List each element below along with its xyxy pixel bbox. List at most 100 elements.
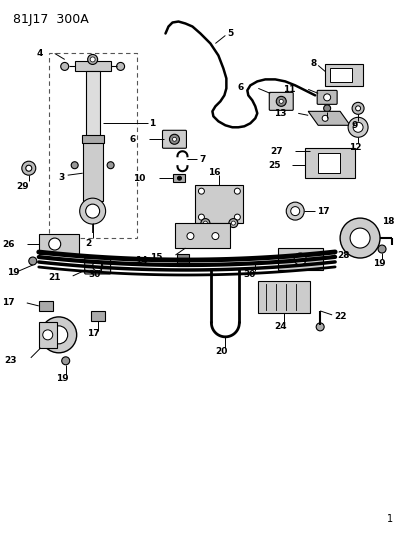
Circle shape xyxy=(294,253,306,265)
Text: 15: 15 xyxy=(150,253,162,262)
FancyBboxPatch shape xyxy=(269,92,293,110)
Circle shape xyxy=(29,257,37,265)
Text: 5: 5 xyxy=(227,29,234,38)
Text: 17: 17 xyxy=(87,329,100,338)
Circle shape xyxy=(324,94,331,101)
FancyBboxPatch shape xyxy=(91,311,105,321)
Circle shape xyxy=(49,238,61,250)
Circle shape xyxy=(71,161,78,169)
Circle shape xyxy=(279,99,283,103)
Circle shape xyxy=(348,117,368,138)
FancyBboxPatch shape xyxy=(258,281,310,313)
FancyBboxPatch shape xyxy=(82,135,104,143)
Circle shape xyxy=(234,188,240,194)
Circle shape xyxy=(62,357,70,365)
Text: 6: 6 xyxy=(237,83,243,92)
Text: 6: 6 xyxy=(129,135,136,144)
Text: 30: 30 xyxy=(243,270,256,279)
FancyBboxPatch shape xyxy=(162,130,186,148)
Text: 3: 3 xyxy=(58,173,65,182)
Circle shape xyxy=(350,228,370,248)
Circle shape xyxy=(170,134,180,144)
Circle shape xyxy=(187,232,194,239)
Circle shape xyxy=(198,188,204,194)
FancyBboxPatch shape xyxy=(278,248,323,270)
Circle shape xyxy=(340,218,380,258)
Text: 26: 26 xyxy=(2,239,15,248)
Circle shape xyxy=(61,62,69,70)
Text: 13: 13 xyxy=(274,109,286,118)
Text: 4: 4 xyxy=(36,49,43,58)
Text: 23: 23 xyxy=(4,356,17,365)
Text: 7: 7 xyxy=(200,155,206,164)
Circle shape xyxy=(231,221,235,225)
Circle shape xyxy=(316,323,324,331)
Circle shape xyxy=(172,138,176,141)
Text: 10: 10 xyxy=(133,174,146,183)
Circle shape xyxy=(86,204,100,218)
Circle shape xyxy=(88,54,98,64)
Text: 8: 8 xyxy=(311,59,317,68)
Text: 27: 27 xyxy=(271,147,283,156)
FancyBboxPatch shape xyxy=(176,223,230,248)
FancyBboxPatch shape xyxy=(39,322,57,348)
Text: 30: 30 xyxy=(88,270,101,279)
Circle shape xyxy=(41,317,77,353)
Text: 22: 22 xyxy=(334,312,347,321)
Circle shape xyxy=(229,219,238,228)
Circle shape xyxy=(26,165,32,171)
Circle shape xyxy=(356,106,360,111)
Circle shape xyxy=(324,105,331,112)
Text: 9: 9 xyxy=(352,121,358,130)
Circle shape xyxy=(322,115,328,122)
Text: 16: 16 xyxy=(208,168,221,177)
FancyBboxPatch shape xyxy=(174,174,186,182)
Circle shape xyxy=(80,198,106,224)
Circle shape xyxy=(204,221,208,225)
Text: 81J17  300A: 81J17 300A xyxy=(13,13,88,26)
Text: 21: 21 xyxy=(48,273,61,282)
FancyBboxPatch shape xyxy=(75,61,111,71)
FancyBboxPatch shape xyxy=(196,185,243,223)
Circle shape xyxy=(198,214,204,220)
Text: 24: 24 xyxy=(274,322,286,332)
Text: 1: 1 xyxy=(387,514,393,524)
Text: 2: 2 xyxy=(86,239,92,247)
FancyBboxPatch shape xyxy=(86,71,100,143)
Circle shape xyxy=(352,102,364,114)
FancyBboxPatch shape xyxy=(39,301,53,311)
FancyBboxPatch shape xyxy=(318,154,340,173)
Text: 17: 17 xyxy=(317,207,330,216)
Circle shape xyxy=(353,122,363,132)
FancyBboxPatch shape xyxy=(330,68,352,83)
Circle shape xyxy=(286,202,304,220)
Text: 12: 12 xyxy=(349,143,361,152)
Text: 28: 28 xyxy=(337,251,350,260)
Circle shape xyxy=(212,232,219,239)
Circle shape xyxy=(107,161,114,169)
FancyBboxPatch shape xyxy=(83,139,103,201)
Text: 19: 19 xyxy=(373,259,385,268)
Circle shape xyxy=(43,330,53,340)
Text: 19: 19 xyxy=(7,269,20,278)
Circle shape xyxy=(93,261,103,271)
Text: 20: 20 xyxy=(215,348,228,357)
Text: 1: 1 xyxy=(150,119,156,128)
Circle shape xyxy=(378,245,386,253)
FancyBboxPatch shape xyxy=(310,148,320,154)
Circle shape xyxy=(116,62,124,70)
FancyBboxPatch shape xyxy=(39,234,79,254)
Circle shape xyxy=(276,96,286,107)
Text: 17: 17 xyxy=(2,298,15,308)
Circle shape xyxy=(178,176,182,180)
Circle shape xyxy=(90,57,95,62)
FancyBboxPatch shape xyxy=(85,258,111,274)
Text: 14: 14 xyxy=(135,255,148,264)
Polygon shape xyxy=(308,111,350,125)
Text: 29: 29 xyxy=(16,182,29,191)
Text: 11: 11 xyxy=(283,85,295,94)
Text: 18: 18 xyxy=(382,216,394,225)
Bar xyxy=(49,53,136,238)
FancyBboxPatch shape xyxy=(325,64,363,86)
FancyBboxPatch shape xyxy=(305,148,355,178)
